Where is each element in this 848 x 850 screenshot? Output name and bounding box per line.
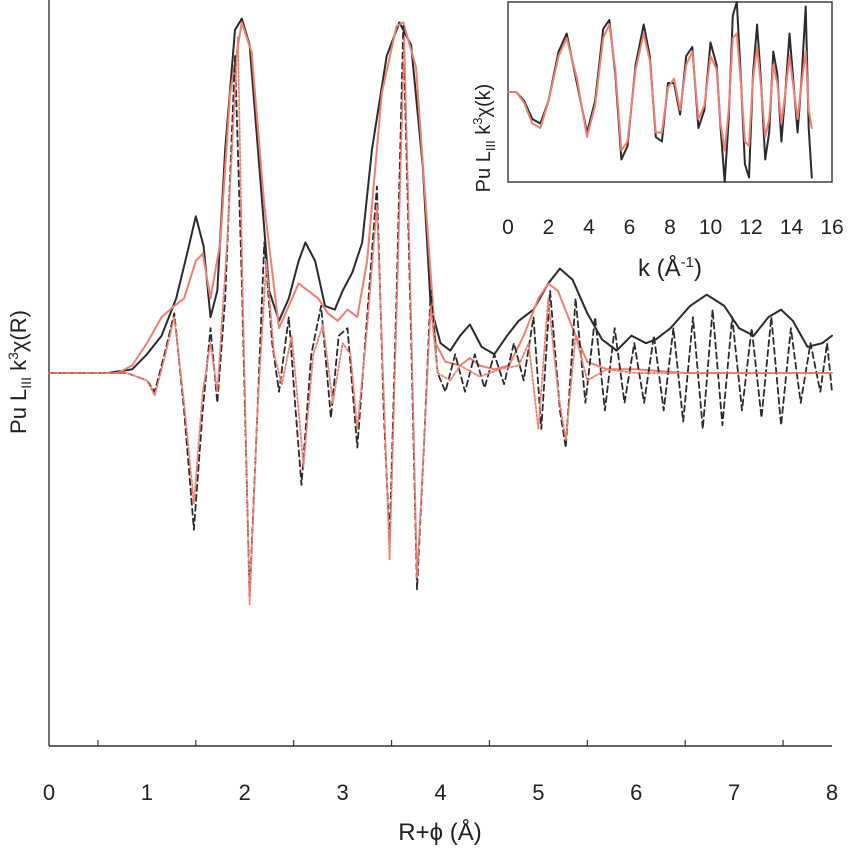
main-x-ticks: 0 1 2 3 4 5 6 7 8 <box>43 740 838 805</box>
main-series <box>48 17 833 606</box>
inset-y-axis-title: Pu LIII k3χ(k) <box>470 84 498 193</box>
main-x-tick-label: 2 <box>239 780 251 805</box>
inset-x-tick-label: 8 <box>664 216 676 239</box>
inset-x-tick-label: 16 <box>820 216 843 239</box>
inset-x-tick-label: 14 <box>780 216 804 239</box>
main-series-magnitude-fit <box>48 21 833 374</box>
inset-x-tick-label: 2 <box>543 216 555 239</box>
inset-frame <box>507 1 833 183</box>
main-x-tick-label: 3 <box>337 780 349 805</box>
main-x-tick-label: 4 <box>434 780 446 805</box>
main-x-tick-label: 1 <box>141 780 153 805</box>
inset-series-fit <box>507 23 813 152</box>
inset-series <box>507 1 813 183</box>
main-x-tick-label: 7 <box>728 780 740 805</box>
inset-x-tick-label: 12 <box>739 216 762 239</box>
inset-x-tick-label: 10 <box>699 216 722 239</box>
inset-x-axis-title: k (Å-1) <box>638 254 702 282</box>
main-x-tick-label: 0 <box>43 780 55 805</box>
main-x-tick-label: 5 <box>532 780 544 805</box>
inset-x-tick-label: 6 <box>624 216 636 239</box>
main-x-axis-title: R+ϕ (Å) <box>398 818 481 846</box>
main-x-tick-label: 6 <box>630 780 642 805</box>
inset-x-ticks: 0 2 4 6 8 10 12 14 16 <box>502 216 844 239</box>
inset-x-tick-label: 0 <box>502 216 514 239</box>
inset-x-tick-label: 4 <box>583 216 595 239</box>
main-x-tick-label: 8 <box>826 780 838 805</box>
main-series-real-part-fit <box>48 36 833 606</box>
main-y-axis-title: Pu LIII k3χ(R) <box>5 310 34 434</box>
inset-chart: 0 2 4 6 8 10 12 14 16 k (Å-1) Pu LIII k3χ(k) <box>470 1 844 282</box>
